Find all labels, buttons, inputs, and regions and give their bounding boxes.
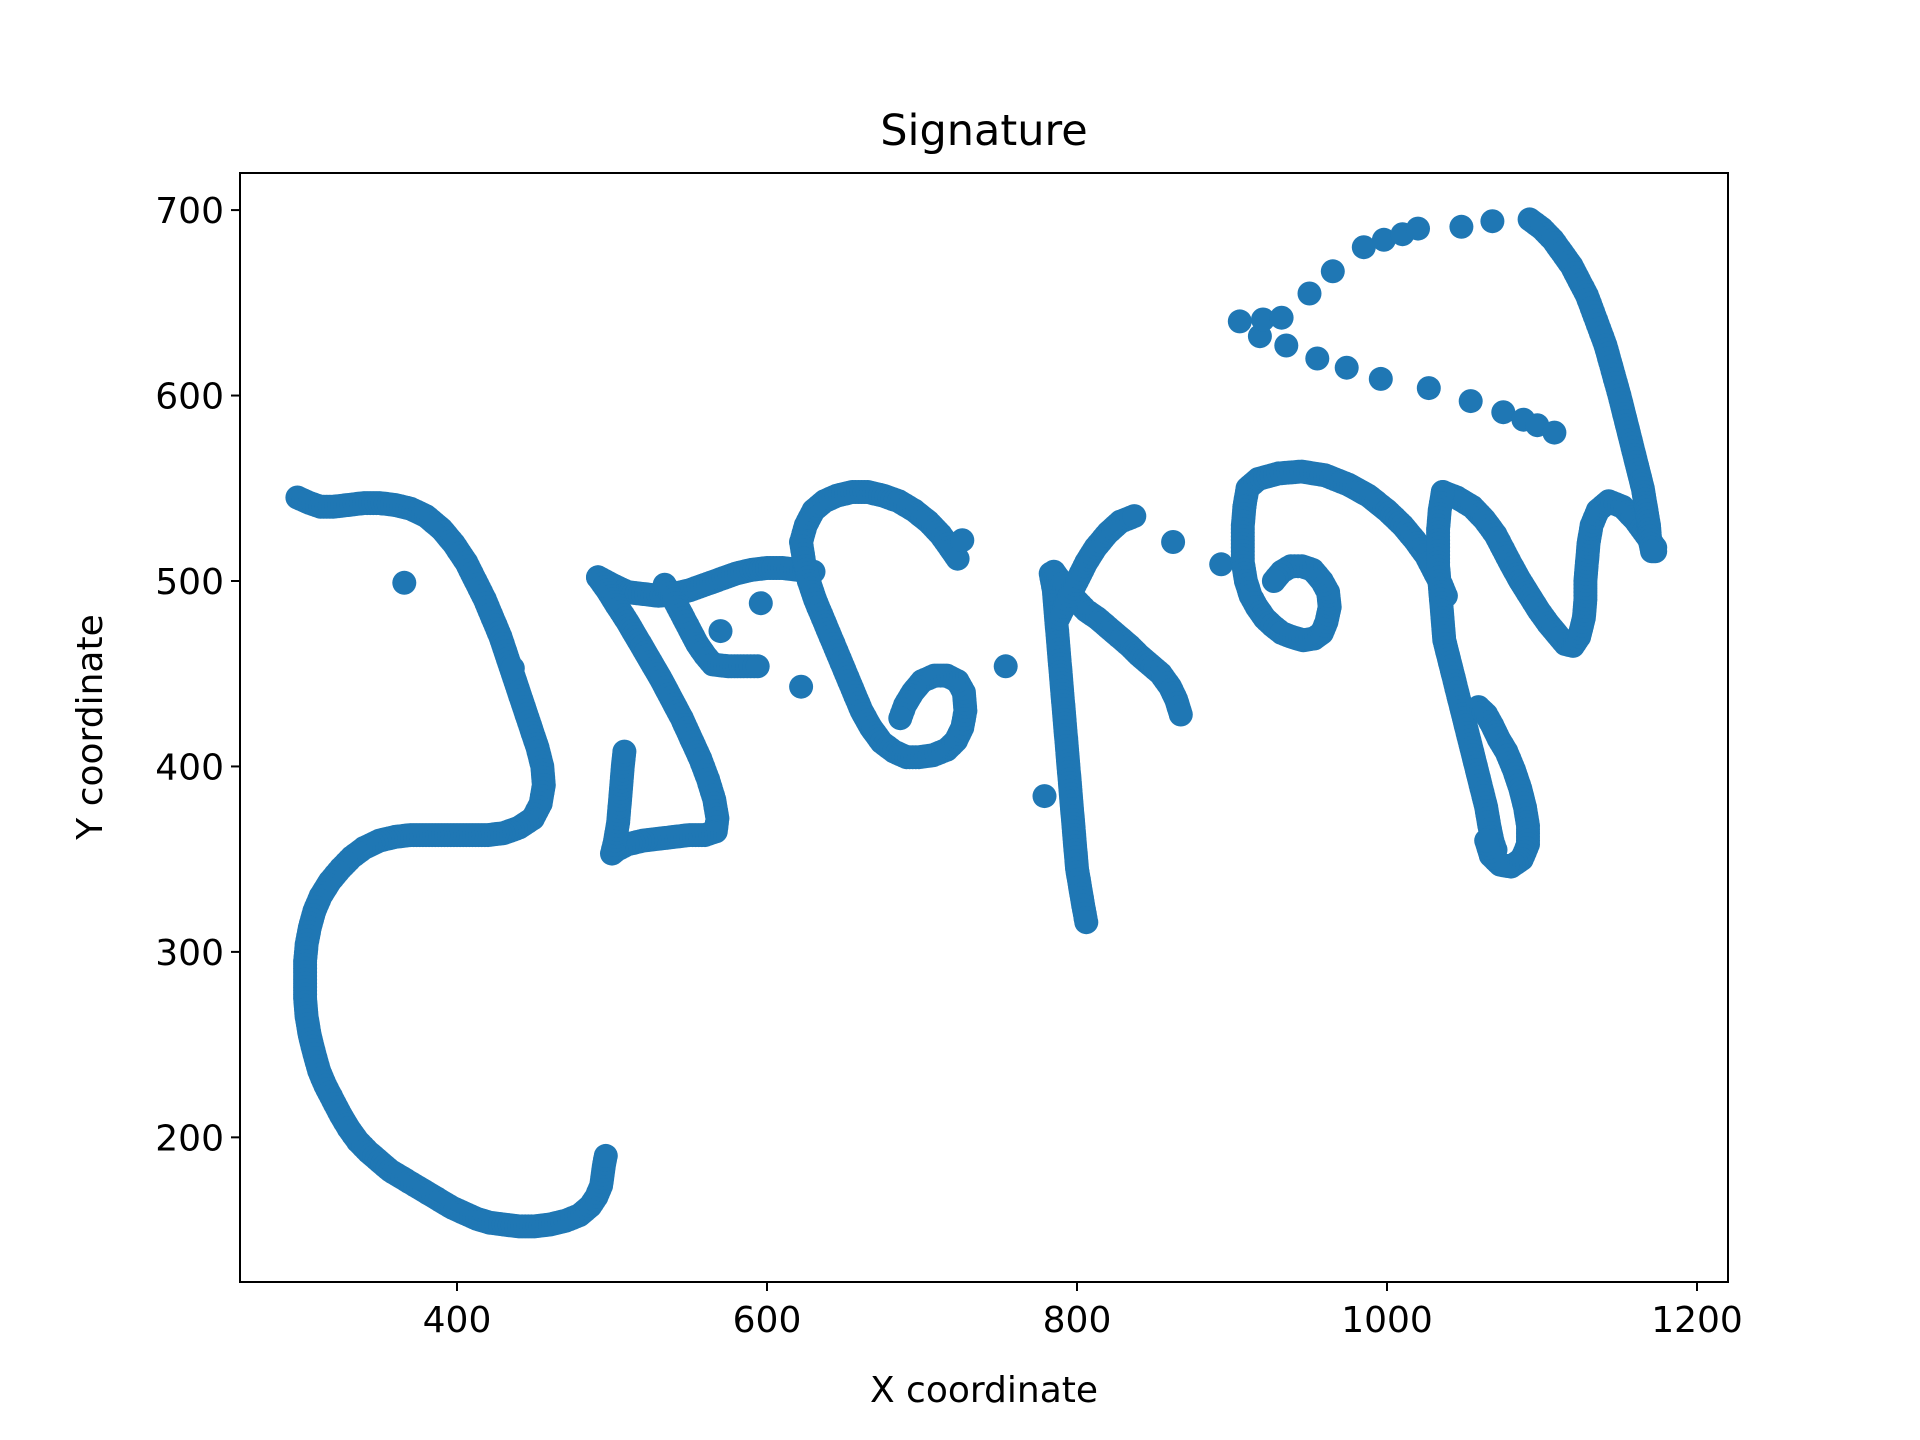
data-point bbox=[745, 654, 770, 679]
data-point bbox=[1305, 346, 1330, 371]
data-point bbox=[1458, 389, 1483, 414]
data-point bbox=[1227, 309, 1252, 334]
y-tick-label: 300 bbox=[155, 933, 224, 974]
y-tick-label: 600 bbox=[155, 377, 224, 418]
data-point bbox=[945, 546, 970, 571]
data-point bbox=[500, 656, 525, 681]
y-tick-label: 200 bbox=[155, 1118, 224, 1159]
data-point bbox=[888, 706, 913, 731]
data-point bbox=[1491, 400, 1516, 425]
data-point bbox=[1351, 235, 1376, 260]
data-point bbox=[1371, 227, 1396, 252]
x-tick-label: 800 bbox=[1043, 1300, 1112, 1341]
y-axis-label: Y coordinate bbox=[70, 614, 111, 840]
data-point bbox=[593, 1143, 618, 1168]
data-point bbox=[1449, 214, 1474, 239]
x-axis-ticks: 400 600 800 1000 1200 bbox=[423, 1282, 1743, 1341]
data-point bbox=[993, 654, 1018, 679]
data-point bbox=[748, 591, 773, 616]
data-point bbox=[1074, 910, 1099, 935]
y-tick-label: 700 bbox=[155, 191, 224, 232]
data-point bbox=[1297, 281, 1322, 306]
data-point bbox=[950, 528, 975, 553]
x-tick-label: 1000 bbox=[1341, 1300, 1433, 1341]
data-point bbox=[1161, 530, 1186, 554]
data-point bbox=[1640, 539, 1664, 564]
plot-frame bbox=[239, 172, 1729, 1283]
data-point bbox=[1368, 366, 1393, 391]
data-point bbox=[708, 619, 733, 644]
data-point bbox=[1209, 552, 1234, 577]
data-point bbox=[612, 739, 637, 764]
x-axis-label: X coordinate bbox=[870, 1370, 1098, 1411]
data-point bbox=[1320, 259, 1345, 284]
data-point bbox=[1416, 376, 1441, 401]
y-tick-label: 400 bbox=[155, 747, 224, 788]
x-tick-label: 400 bbox=[423, 1300, 492, 1341]
chart-title: Signature bbox=[880, 106, 1087, 156]
data-point bbox=[1406, 216, 1430, 241]
data-point bbox=[1274, 333, 1299, 358]
data-point bbox=[1168, 702, 1193, 727]
data-points-layer bbox=[285, 207, 1668, 1239]
x-tick-label: 1200 bbox=[1651, 1300, 1743, 1341]
data-point bbox=[789, 674, 814, 699]
y-axis-ticks: 200 300 400 500 600 700 bbox=[155, 191, 240, 1159]
data-point bbox=[1480, 209, 1505, 234]
y-tick-label: 500 bbox=[155, 562, 224, 603]
data-point bbox=[1122, 504, 1147, 529]
data-point bbox=[1032, 784, 1057, 809]
data-point bbox=[1251, 307, 1275, 332]
data-point bbox=[1261, 569, 1286, 593]
data-point bbox=[1334, 355, 1359, 380]
data-point bbox=[1269, 305, 1294, 330]
data-point bbox=[1474, 828, 1499, 853]
x-tick-label: 600 bbox=[733, 1300, 802, 1341]
data-point bbox=[392, 570, 417, 595]
data-point bbox=[1542, 420, 1567, 445]
